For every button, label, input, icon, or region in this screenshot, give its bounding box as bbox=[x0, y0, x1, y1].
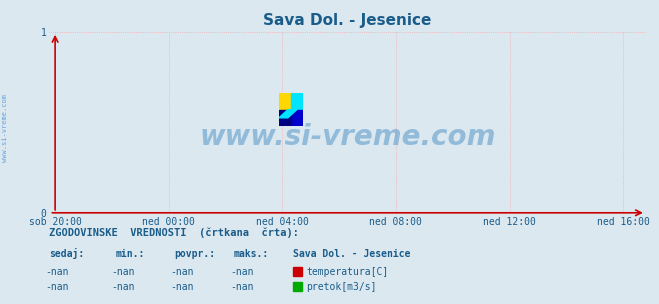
Bar bbox=[279, 110, 291, 126]
Polygon shape bbox=[279, 110, 297, 118]
Text: -nan: -nan bbox=[171, 267, 194, 277]
Text: povpr.:: povpr.: bbox=[175, 249, 215, 259]
Text: www.si-vreme.com: www.si-vreme.com bbox=[2, 94, 9, 162]
Text: -nan: -nan bbox=[230, 282, 254, 292]
Text: www.si-vreme.com: www.si-vreme.com bbox=[200, 123, 496, 151]
Bar bbox=[291, 110, 302, 126]
Text: maks.:: maks.: bbox=[234, 249, 269, 259]
Text: -nan: -nan bbox=[111, 267, 135, 277]
Bar bbox=[291, 93, 302, 110]
Text: -nan: -nan bbox=[171, 282, 194, 292]
Text: -nan: -nan bbox=[111, 282, 135, 292]
Text: pretok[m3/s]: pretok[m3/s] bbox=[306, 282, 377, 292]
Text: Sava Dol. - Jesenice: Sava Dol. - Jesenice bbox=[293, 249, 411, 259]
Text: temperatura[C]: temperatura[C] bbox=[306, 267, 389, 277]
Text: sedaj:: sedaj: bbox=[49, 248, 84, 259]
Text: -nan: -nan bbox=[45, 267, 69, 277]
Text: -nan: -nan bbox=[45, 282, 69, 292]
Bar bbox=[279, 93, 291, 110]
Text: ZGODOVINSKE  VREDNOSTI  (črtkana  črta):: ZGODOVINSKE VREDNOSTI (črtkana črta): bbox=[49, 227, 299, 238]
Text: min.:: min.: bbox=[115, 249, 145, 259]
Text: -nan: -nan bbox=[230, 267, 254, 277]
Title: Sava Dol. - Jesenice: Sava Dol. - Jesenice bbox=[264, 13, 432, 28]
